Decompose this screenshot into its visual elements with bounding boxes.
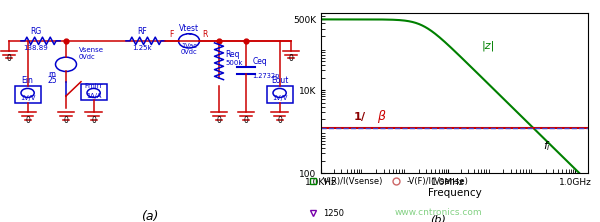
Text: Ein: Ein xyxy=(22,76,34,85)
Text: 0Vdc: 0Vdc xyxy=(181,49,197,55)
Text: F: F xyxy=(170,30,174,39)
Text: 0: 0 xyxy=(64,115,68,125)
FancyBboxPatch shape xyxy=(81,84,107,100)
Text: $f_i$: $f_i$ xyxy=(542,139,551,153)
Text: 0Vdc: 0Vdc xyxy=(79,54,95,60)
Text: 0: 0 xyxy=(217,115,221,125)
Text: Vsense: Vsense xyxy=(79,47,104,53)
Text: 0: 0 xyxy=(289,54,293,63)
Text: $\beta$: $\beta$ xyxy=(377,108,386,125)
Text: www.cntronics.com: www.cntronics.com xyxy=(394,208,482,217)
Text: ~: ~ xyxy=(185,30,193,40)
Text: RG: RG xyxy=(31,27,41,36)
Text: R: R xyxy=(203,30,208,39)
Text: Fmirr: Fmirr xyxy=(85,83,103,89)
Text: 138.89: 138.89 xyxy=(23,45,49,51)
Text: 25: 25 xyxy=(47,76,58,85)
Text: (a): (a) xyxy=(142,210,158,222)
FancyBboxPatch shape xyxy=(267,86,293,103)
Circle shape xyxy=(179,34,199,48)
Text: 1V/V: 1V/V xyxy=(272,95,287,101)
Text: 0: 0 xyxy=(7,54,11,63)
Circle shape xyxy=(273,88,286,97)
Text: rn: rn xyxy=(49,69,56,79)
Text: 0: 0 xyxy=(277,115,282,125)
Circle shape xyxy=(21,88,34,97)
Circle shape xyxy=(87,88,100,97)
Text: 1V/V: 1V/V xyxy=(20,95,35,101)
Text: 0: 0 xyxy=(91,115,96,125)
Text: 1A/A: 1A/A xyxy=(86,93,101,99)
Text: 500k: 500k xyxy=(225,60,242,66)
Text: 1.2732p: 1.2732p xyxy=(253,73,280,79)
X-axis label: Frequency: Frequency xyxy=(428,188,481,198)
Text: Vtest: Vtest xyxy=(179,24,199,33)
Text: Ceq: Ceq xyxy=(253,57,268,66)
Legend: 1250: 1250 xyxy=(304,209,344,218)
Text: Eout: Eout xyxy=(271,76,288,85)
Text: 1Vac: 1Vac xyxy=(181,43,197,49)
Circle shape xyxy=(56,57,77,71)
Text: $\mathbf{1/}$: $\mathbf{1/}$ xyxy=(353,110,367,123)
Text: (b): (b) xyxy=(430,214,446,222)
Text: Req: Req xyxy=(225,50,239,59)
FancyBboxPatch shape xyxy=(15,86,41,103)
Text: |z|: |z| xyxy=(481,40,494,51)
Text: 0: 0 xyxy=(25,115,30,125)
Text: 1.25k: 1.25k xyxy=(133,45,152,51)
Text: 0: 0 xyxy=(244,115,248,125)
Text: RF: RF xyxy=(137,27,148,36)
